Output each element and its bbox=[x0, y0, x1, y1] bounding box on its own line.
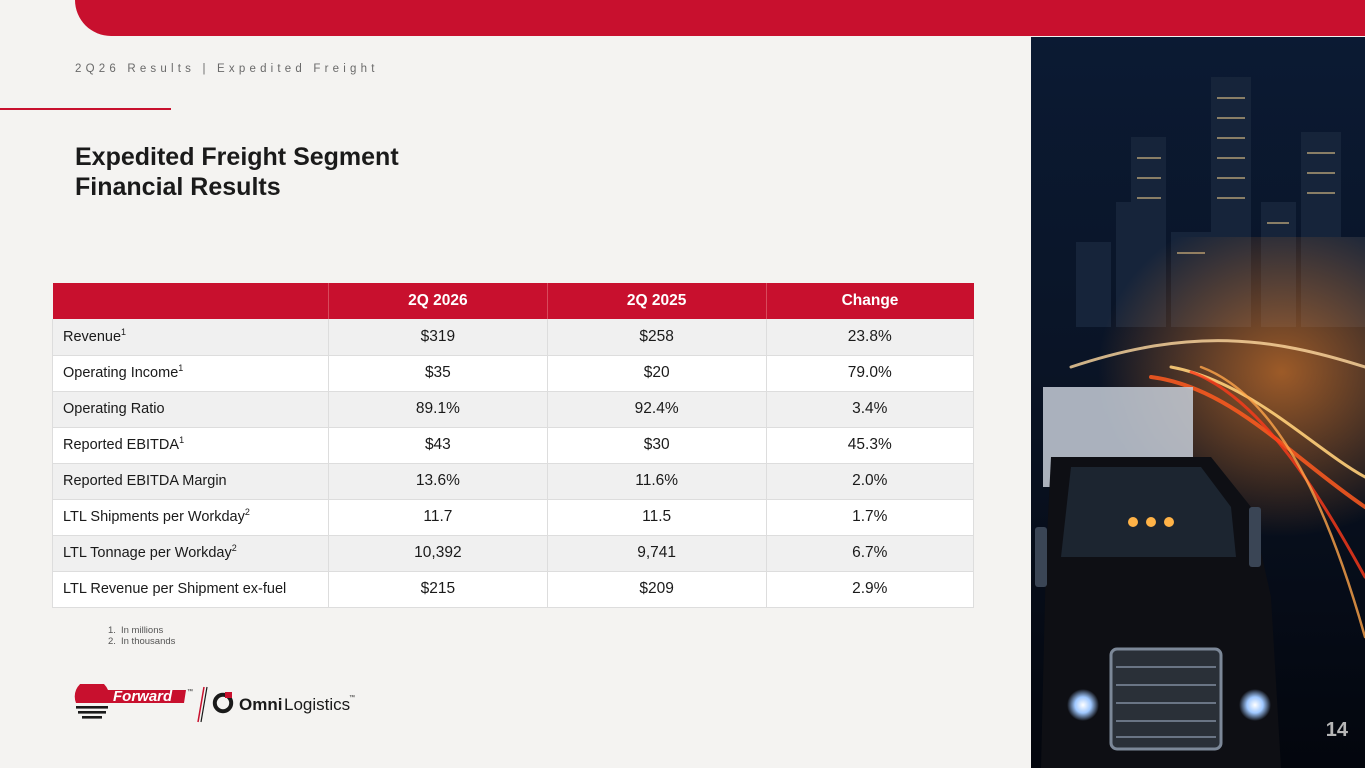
metric-cell: Operating Income1 bbox=[52, 355, 329, 392]
forward-logo-shape bbox=[74, 684, 186, 703]
forward-logo-stripe bbox=[82, 716, 102, 719]
table-row: LTL Revenue per Shipment ex-fuel $215 $2… bbox=[52, 571, 975, 608]
value-change: 3.4% bbox=[765, 391, 975, 428]
value-2q-2026: $35 bbox=[328, 355, 548, 392]
value-change: 45.3% bbox=[765, 427, 975, 464]
footnote-text: In millions bbox=[121, 625, 164, 636]
omni-trademark: ™ bbox=[349, 694, 355, 701]
metric-label: Operating Ratio bbox=[63, 401, 165, 417]
value-change: 2.9% bbox=[765, 571, 975, 608]
omni-accent-icon bbox=[225, 692, 232, 698]
metric-label: LTL Shipments per Workday bbox=[63, 509, 245, 525]
footnote-marker: 1 bbox=[178, 363, 184, 374]
table-row: Revenue1 $319 $258 23.8% bbox=[52, 319, 975, 356]
metric-label: Operating Income bbox=[63, 365, 179, 381]
footnote-marker: 1 bbox=[179, 435, 185, 446]
footnote-marker: 2 bbox=[244, 507, 250, 518]
metric-cell: Revenue1 bbox=[52, 319, 329, 356]
truck-city-photo bbox=[1031, 37, 1365, 768]
value-2q-2026: 10,392 bbox=[328, 535, 548, 572]
footnote-marker: 2 bbox=[231, 543, 237, 554]
metric-label: LTL Revenue per Shipment ex-fuel bbox=[63, 581, 287, 597]
value-change: 6.7% bbox=[765, 535, 975, 572]
value-2q-2026: $319 bbox=[328, 319, 548, 356]
value-change: 2.0% bbox=[765, 463, 975, 500]
value-2q-2026: $43 bbox=[328, 427, 548, 464]
page-title: Expedited Freight Segment Financial Resu… bbox=[75, 142, 495, 202]
value-2q-2026: 11.7 bbox=[328, 499, 548, 536]
omni-wordmark: Omni bbox=[239, 695, 282, 714]
footnote-number: 1. bbox=[108, 625, 116, 636]
footnote-marker: 1 bbox=[121, 326, 127, 337]
column-header-2q-2026: 2Q 2026 bbox=[328, 283, 548, 319]
value-2q-2025: 11.6% bbox=[546, 463, 767, 500]
results-table: 2Q 2026 2Q 2025 Change Revenue1 $319 $25… bbox=[52, 283, 975, 608]
value-change: 79.0% bbox=[765, 355, 975, 392]
logistics-wordmark: Logistics bbox=[284, 695, 350, 714]
value-change: 1.7% bbox=[765, 499, 975, 536]
column-header-2q-2025: 2Q 2025 bbox=[547, 283, 767, 319]
value-2q-2025: 9,741 bbox=[546, 535, 767, 572]
forward-wordmark: Forward bbox=[113, 688, 173, 705]
table-row: Reported EBITDA1 $43 $30 45.3% bbox=[52, 427, 975, 464]
metric-cell: Reported EBITDA Margin bbox=[52, 463, 329, 500]
table-row: Operating Income1 $35 $20 79.0% bbox=[52, 355, 975, 392]
value-2q-2026: 13.6% bbox=[328, 463, 548, 500]
forward-logo: Forward ™ bbox=[74, 684, 193, 719]
page-number: 14 bbox=[1325, 719, 1348, 741]
light-trails bbox=[1069, 339, 1365, 639]
value-2q-2025: 92.4% bbox=[546, 391, 767, 428]
truck bbox=[1035, 387, 1281, 768]
table-header-row: 2Q 2026 2Q 2025 Change bbox=[52, 283, 974, 319]
metric-label: Reported EBITDA bbox=[63, 437, 180, 453]
footnote-text: In thousands bbox=[121, 636, 176, 647]
metric-label: Revenue bbox=[63, 328, 122, 345]
breadcrumb: 2Q26 Results | Expedited Freight bbox=[75, 63, 379, 75]
metric-cell: Operating Ratio bbox=[52, 391, 329, 428]
omni-ring-icon bbox=[212, 692, 234, 714]
company-logos: Forward ™ Omni Logistics ™ bbox=[74, 684, 355, 723]
value-2q-2025: $209 bbox=[546, 571, 767, 608]
footnote-number: 2. bbox=[108, 636, 116, 647]
accent-rule bbox=[0, 108, 171, 110]
value-2q-2026: $215 bbox=[328, 571, 548, 608]
title-line-1: Expedited Freight Segment bbox=[75, 143, 399, 171]
title-line-2: Financial Results bbox=[75, 173, 281, 201]
metric-cell: LTL Tonnage per Workday2 bbox=[52, 535, 329, 572]
logo-divider bbox=[197, 686, 208, 723]
table-row: Reported EBITDA Margin 13.6% 11.6% 2.0% bbox=[52, 463, 975, 500]
top-accent-bar bbox=[75, 0, 1365, 36]
value-2q-2025: $20 bbox=[546, 355, 767, 392]
forward-trademark: ™ bbox=[187, 688, 193, 695]
metric-cell: Reported EBITDA1 bbox=[52, 427, 329, 464]
value-2q-2025: 11.5 bbox=[546, 499, 767, 536]
forward-logo-stripe bbox=[78, 711, 106, 714]
metric-label: Reported EBITDA Margin bbox=[63, 473, 227, 489]
footnotes: 1. In millions 2. In thousands bbox=[108, 625, 175, 647]
footnote-item: 1. In millions bbox=[108, 625, 175, 636]
metric-cell: LTL Shipments per Workday2 bbox=[52, 499, 329, 536]
value-2q-2026: 89.1% bbox=[328, 391, 548, 428]
forward-logo-stripe bbox=[76, 706, 108, 709]
footnote-item: 2. In thousands bbox=[108, 636, 175, 647]
value-change: 23.8% bbox=[765, 319, 975, 356]
omni-logistics-logo: Omni Logistics ™ bbox=[212, 692, 355, 714]
value-2q-2025: $258 bbox=[546, 319, 767, 356]
table-row: LTL Tonnage per Workday2 10,392 9,741 6.… bbox=[52, 535, 975, 572]
column-header-metric bbox=[52, 283, 329, 319]
table-row: LTL Shipments per Workday2 11.7 11.5 1.7… bbox=[52, 499, 975, 536]
table-row: Operating Ratio 89.1% 92.4% 3.4% bbox=[52, 391, 975, 428]
column-header-change: Change bbox=[766, 283, 974, 319]
metric-cell: LTL Revenue per Shipment ex-fuel bbox=[52, 571, 329, 608]
metric-label: LTL Tonnage per Workday bbox=[63, 545, 232, 561]
value-2q-2025: $30 bbox=[546, 427, 767, 464]
